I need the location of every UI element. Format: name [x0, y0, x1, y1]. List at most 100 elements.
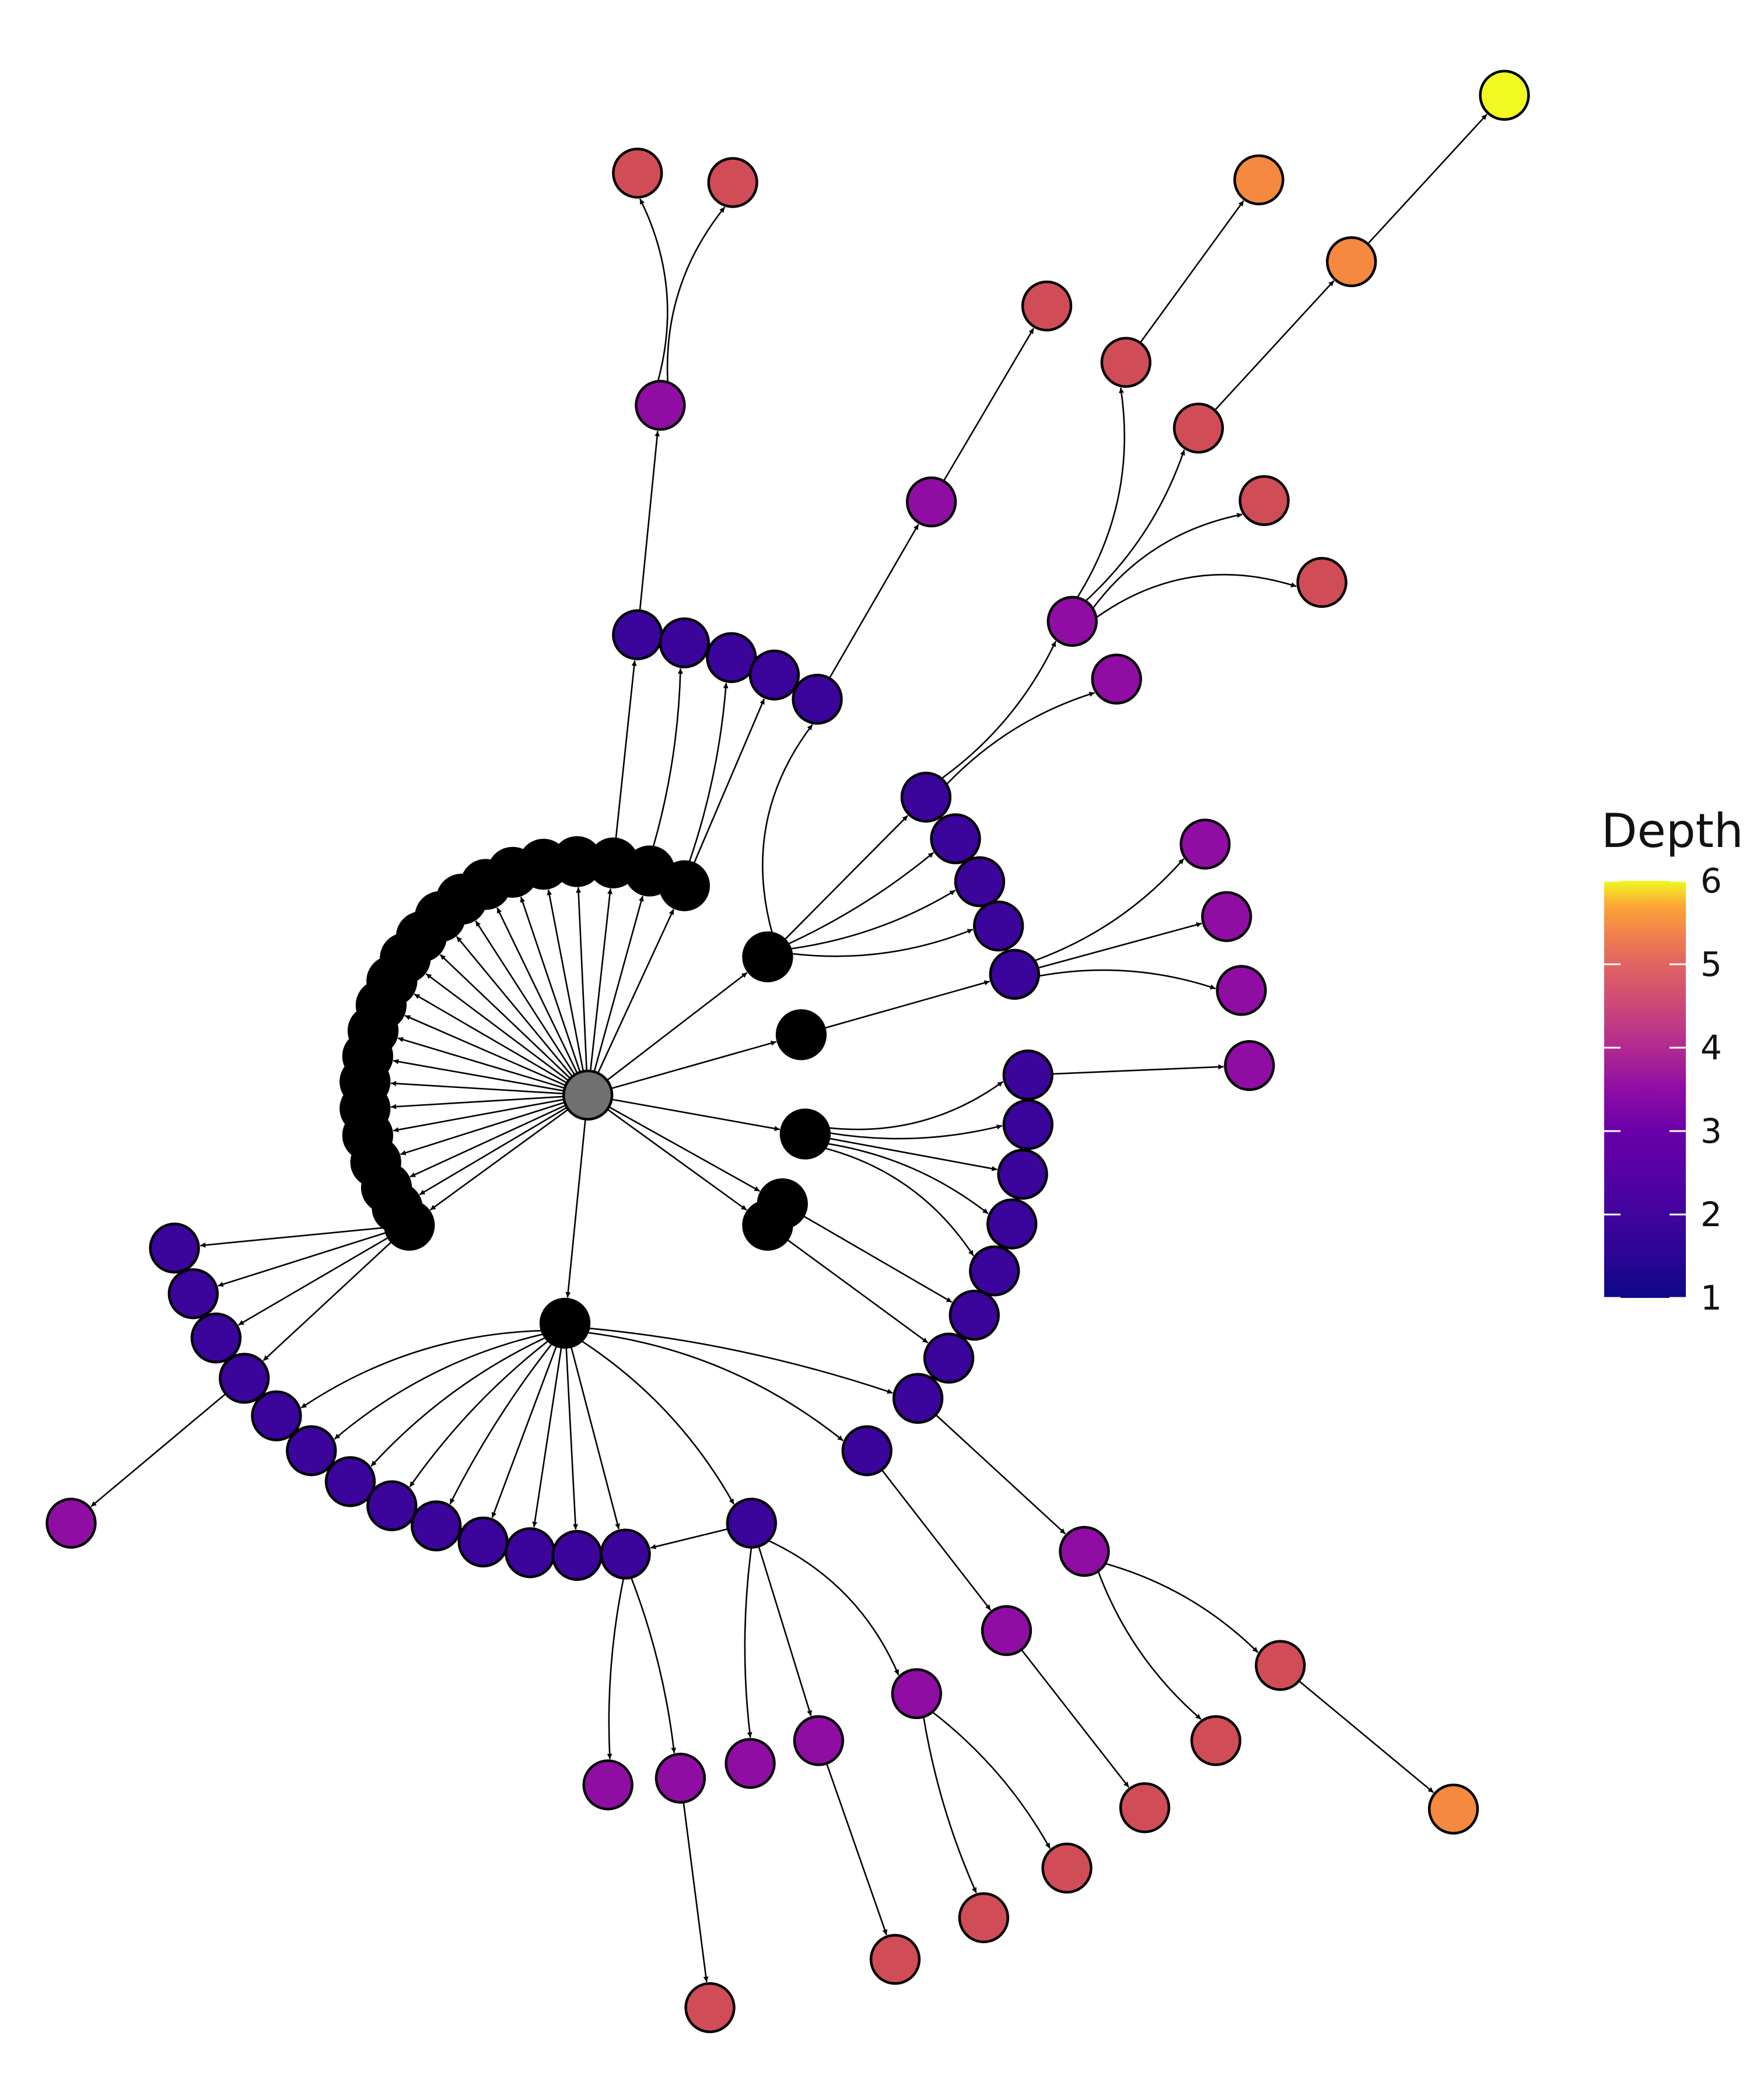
edge-b6-e2: [587, 1332, 844, 1441]
edge-a21-l1: [200, 1227, 386, 1248]
node-depth-2: [841, 1425, 892, 1476]
edge-root-a14: [393, 1059, 565, 1092]
edge-r5-r5a: [1034, 858, 1185, 962]
edge-b3-s5: [824, 1147, 974, 1256]
edge-e1-e1b: [758, 1546, 812, 1716]
node-depth-2: [997, 1149, 1048, 1200]
node-depth-3: [1216, 965, 1267, 1016]
edge-root-b3: [611, 1098, 780, 1132]
node-depth-4: [1296, 556, 1348, 608]
edge-r1a1-r1a1b: [1139, 200, 1244, 344]
node-depth-3: [1059, 1525, 1110, 1577]
edge-t1c-t1e: [666, 206, 726, 383]
edge-e2a-e2b: [1020, 1649, 1130, 1788]
edge-root-a10: [425, 973, 569, 1082]
node-depth-3: [635, 380, 686, 431]
edge-root-a4: [547, 889, 584, 1072]
edge-b5-s7: [786, 1238, 929, 1344]
edge-b1-r2: [788, 852, 935, 945]
node-depth-3: [891, 1668, 942, 1720]
edge-t5-t5c: [828, 524, 919, 679]
node-depth-4: [684, 1982, 736, 2034]
node-depth-2: [411, 1500, 462, 1552]
node-depth-3: [905, 476, 957, 528]
node-depth-2: [251, 1390, 302, 1441]
edge-root-a1: [593, 895, 644, 1072]
legend-ticks: 1 2 3 4 5 6: [1604, 861, 1722, 1318]
edge-d8-d8b: [630, 1577, 677, 1754]
node-depth-3: [1091, 653, 1142, 705]
edge-a0-t3: [688, 682, 729, 863]
node-depth-5: [1427, 1783, 1479, 1835]
edge-a21-l3: [238, 1237, 389, 1326]
edge-s8a-s8c: [1105, 1563, 1259, 1653]
node-depth-1: [779, 1108, 831, 1160]
node-depth-4: [1100, 337, 1152, 388]
node-depth-2: [954, 856, 1006, 908]
edge-root-a7: [475, 921, 576, 1076]
legend-colorbar: [1604, 881, 1686, 1298]
node-depth-4: [1119, 1782, 1171, 1833]
node-depth-2: [149, 1222, 200, 1274]
edge-b3-s1: [828, 1081, 1004, 1130]
edge-e1c-e1c2: [932, 1711, 1051, 1849]
edge-r1-r1b: [946, 691, 1095, 785]
node-depth-5: [1233, 154, 1284, 205]
node-depth-1: [384, 1199, 435, 1251]
node-depth-3: [981, 1605, 1032, 1656]
node-depth-2: [190, 1312, 242, 1364]
edge-root-a12: [404, 1014, 566, 1086]
node-depth-2: [324, 1456, 376, 1507]
edge-s8a-s8b: [1097, 1571, 1202, 1720]
node-depth-4: [612, 148, 663, 199]
nodes-layer: [46, 69, 1530, 2034]
node-depth-2: [972, 900, 1024, 952]
edge-b6-d6: [532, 1347, 562, 1528]
root-node: [562, 1069, 614, 1121]
node-depth-4: [958, 1892, 1010, 1944]
node-depth-2: [748, 649, 800, 701]
node-depth-2: [923, 1332, 975, 1384]
edge-a21-l4: [262, 1241, 393, 1362]
edge-root-b5: [607, 1108, 747, 1211]
edge-e1b-e1b1: [825, 1763, 888, 1936]
edge-root-a19: [410, 1104, 566, 1178]
edge-b6-d3: [409, 1340, 549, 1488]
edge-b4-s6: [803, 1215, 953, 1303]
node-depth-3: [1180, 818, 1231, 870]
node-depth-1: [742, 931, 793, 982]
edges-layer: [90, 114, 1488, 1982]
node-depth-4: [707, 157, 758, 208]
edge-r1a2-r1a2b: [1214, 280, 1335, 411]
edge-b1-r3: [790, 890, 956, 950]
edge-e1-d8: [650, 1528, 729, 1549]
legend-tick-label: 2: [1700, 1195, 1722, 1234]
edge-root-a13: [397, 1037, 565, 1089]
edge-root-b2: [611, 1040, 777, 1090]
edge-a1-t2: [652, 668, 683, 848]
node-depth-2: [969, 1245, 1020, 1297]
edge-root-b6: [565, 1119, 586, 1298]
edge-b6-d0: [300, 1329, 542, 1409]
edge-b1-t5: [762, 724, 813, 934]
edge-r1a2b-r1a2c: [1367, 114, 1488, 245]
edge-t1-t1c: [639, 430, 660, 611]
node-depth-4: [1255, 1640, 1306, 1691]
edge-e1c-e1c1: [922, 1716, 977, 1894]
edge-l4-l4a: [90, 1393, 226, 1507]
node-depth-2: [366, 1480, 418, 1531]
edge-root-a2: [589, 888, 613, 1072]
node-depth-5: [1326, 236, 1377, 288]
legend-tick-label: 3: [1700, 1111, 1722, 1151]
edge-e1-e1a: [744, 1547, 752, 1738]
edge-b3-s2: [829, 1124, 1003, 1140]
node-depth-2: [792, 673, 843, 725]
node-depth-2: [989, 949, 1040, 1000]
node-depth-4: [1172, 402, 1224, 454]
edge-root-a15: [391, 1081, 564, 1095]
edge-root-a9: [439, 954, 571, 1079]
edge-b6-e1: [581, 1340, 735, 1505]
edge-s1-s1a: [1052, 1064, 1224, 1075]
edge-t5c-t5d: [943, 328, 1035, 482]
